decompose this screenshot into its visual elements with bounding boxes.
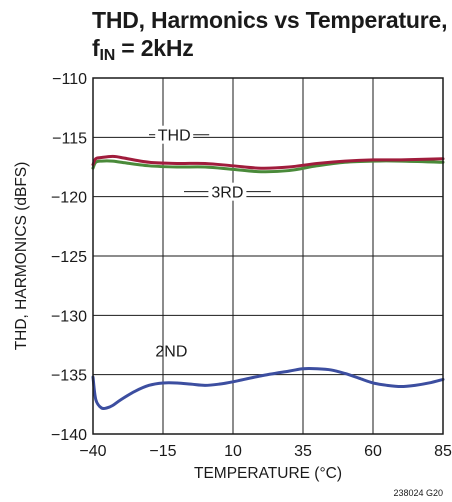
y-tick-label: −125 <box>51 249 87 266</box>
y-tick-label: −135 <box>51 368 87 385</box>
title-suffix: = 2kHz <box>115 35 194 61</box>
annotations: THD 3RD 2ND <box>149 125 271 361</box>
title-f: f <box>92 35 100 61</box>
x-tick-label: 10 <box>224 443 242 460</box>
series-line-thd <box>91 154 445 170</box>
annotation-label-3rd: 3RD <box>211 185 243 202</box>
x-tick-label: −15 <box>149 443 176 460</box>
y-tick-label: −115 <box>52 130 87 147</box>
series-line-2nd <box>91 367 445 411</box>
grid-lines <box>93 78 443 434</box>
x-tick-label: 35 <box>294 443 312 460</box>
y-tick-labels: −110 −115 −120 −125 −130 −135 −140 <box>51 71 87 444</box>
x-tick-label: 85 <box>434 443 452 460</box>
annotation-label-bg <box>208 182 247 201</box>
y-tick-label: −130 <box>51 308 87 325</box>
annotation-label-thd: THD <box>158 128 191 145</box>
x-tick-label: 60 <box>364 443 382 460</box>
chart-title-line2: fIN = 2kHz <box>92 34 447 66</box>
title-subscript: IN <box>99 47 116 64</box>
annotation-label-bg <box>155 125 194 144</box>
y-axis-label: THD, HARMONICS (dBFS) <box>13 162 30 351</box>
plot-frame <box>92 77 444 435</box>
chart-title-line1: THD, Harmonics vs Temperature, <box>92 7 448 33</box>
series-lines <box>91 154 445 411</box>
figure-id: 238024 G20 <box>393 488 443 498</box>
annotation-label-2nd: 2ND <box>155 344 187 361</box>
y-tick-label: −140 <box>51 427 87 444</box>
chart-title: THD, Harmonics vs Temperature, fIN = 2kH… <box>92 6 447 66</box>
x-tick-labels: −40 −15 10 35 60 85 <box>79 443 452 460</box>
x-axis-label: TEMPERATURE (°C) <box>194 465 342 482</box>
y-tick-label: −110 <box>52 71 87 88</box>
x-tick-label: −40 <box>79 443 106 460</box>
y-tick-label: −120 <box>51 190 87 207</box>
